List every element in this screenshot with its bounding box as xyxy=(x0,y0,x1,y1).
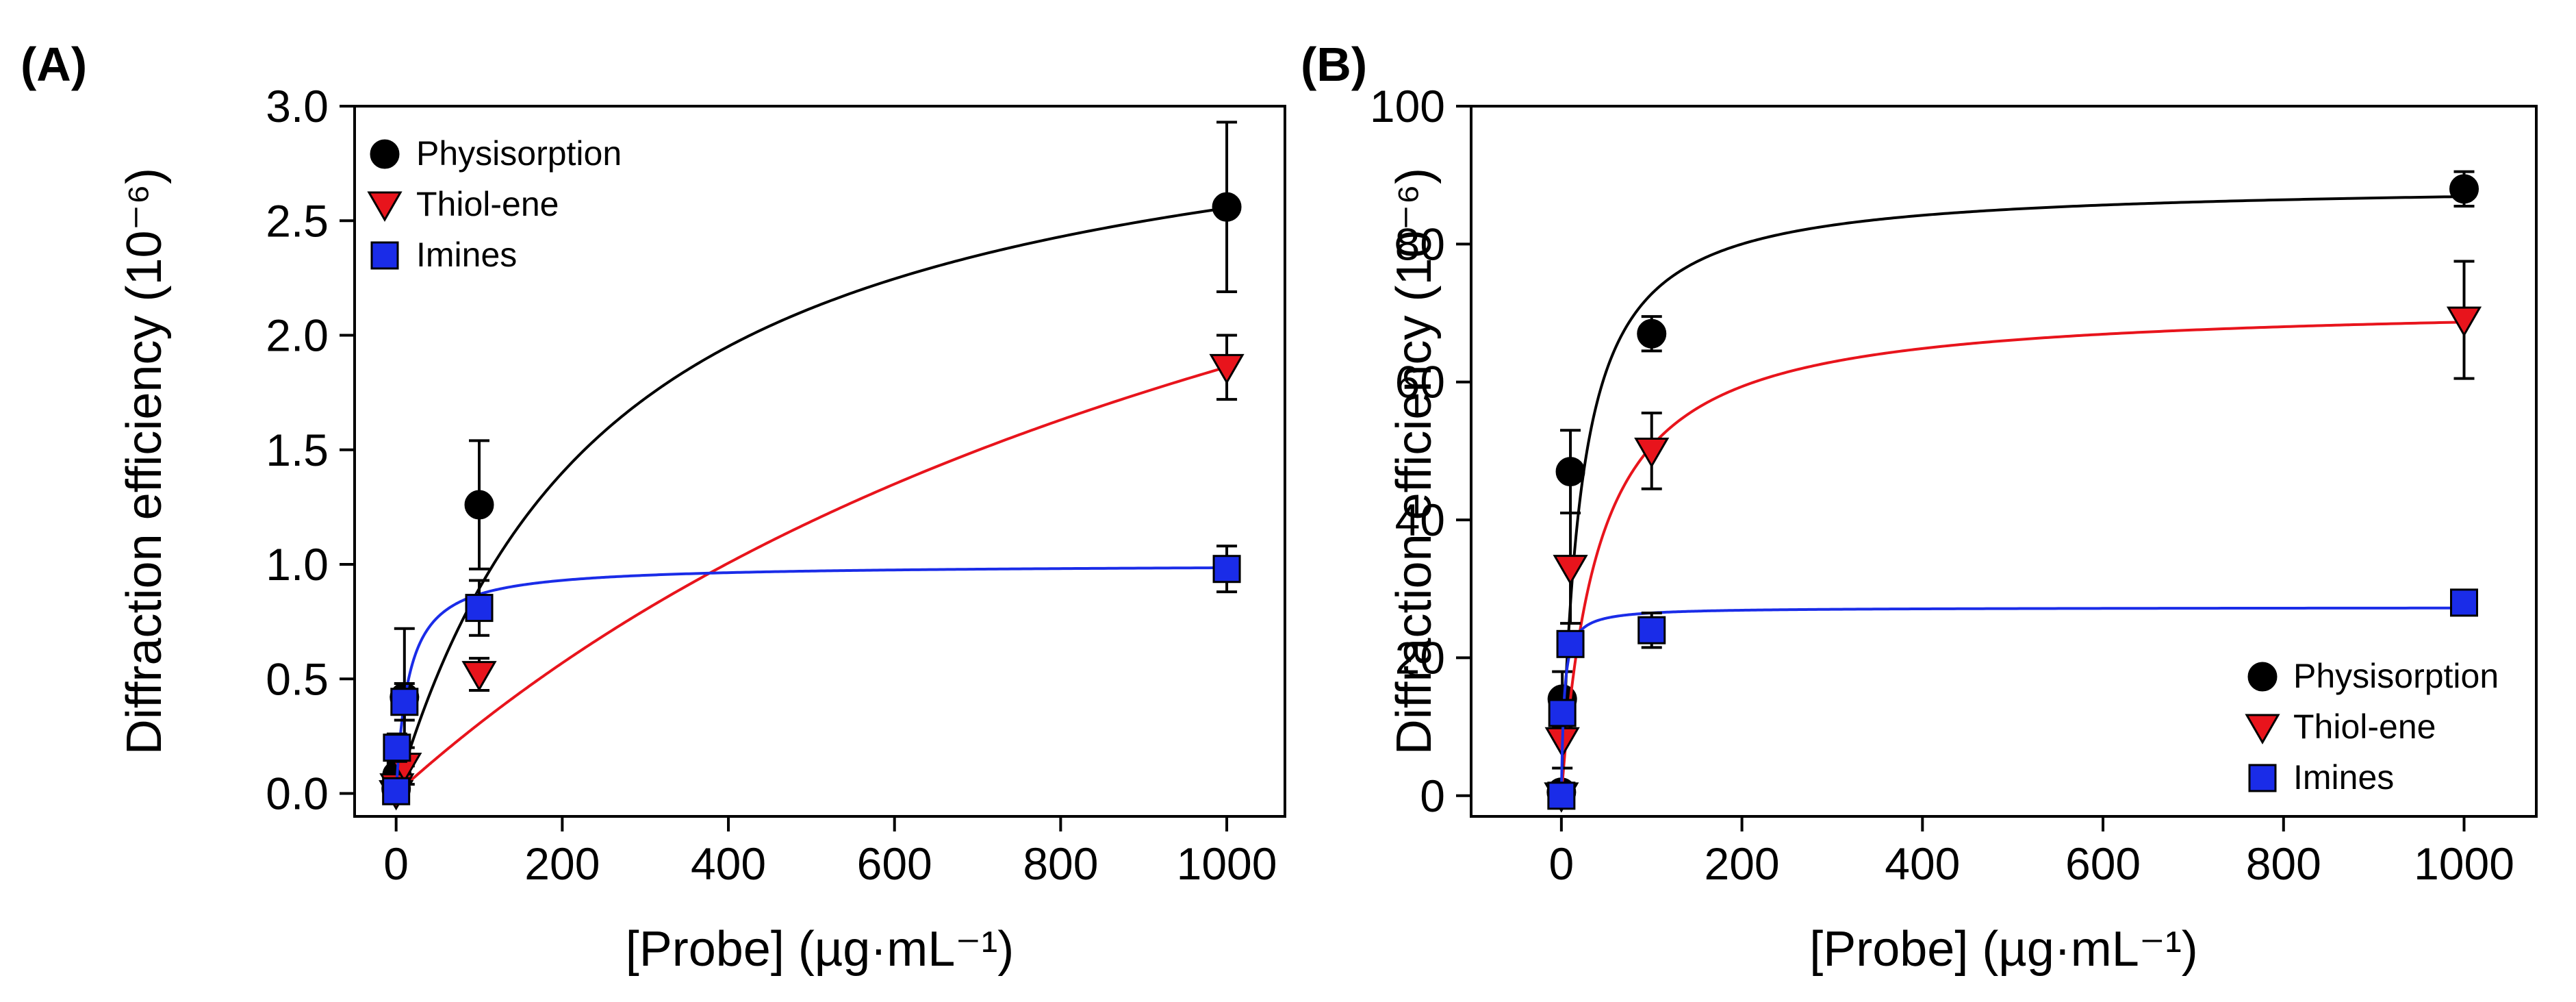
data-point xyxy=(382,777,411,805)
x-tick-label: 400 xyxy=(1885,838,1960,889)
data-point xyxy=(465,594,494,623)
data-point xyxy=(2449,174,2479,204)
y-tick-label: 60 xyxy=(1395,357,1445,408)
y-tick-label: 0.0 xyxy=(266,768,329,819)
x-tick-label: 800 xyxy=(2246,838,2321,889)
x-tick-label: 400 xyxy=(691,838,766,889)
data-point xyxy=(1209,353,1245,385)
chart-panel-b: (B) 0 200 400 600 800 1000 0 20 40 60 80 100 [Probe] … xyxy=(1301,38,2538,977)
legend-marker xyxy=(2248,764,2277,792)
fit-curve xyxy=(1559,195,2464,797)
y-tick-label: 1.5 xyxy=(266,425,329,475)
y-tick-label: 3.0 xyxy=(266,81,329,131)
legend-marker xyxy=(370,139,400,169)
fit-curve xyxy=(394,206,1227,794)
data-point xyxy=(1637,616,1666,644)
panel-label: (B) xyxy=(1301,38,1367,91)
data-point xyxy=(1212,192,1242,222)
plot-frame xyxy=(353,105,1286,818)
data-point xyxy=(1212,555,1241,584)
x-tick-label: 600 xyxy=(857,838,932,889)
y-tick-label: 80 xyxy=(1395,218,1445,269)
x-tick-label: 800 xyxy=(1023,838,1098,889)
x-tick-label: 1000 xyxy=(1177,838,1277,889)
data-point xyxy=(1634,437,1670,468)
y-tick-label: 2.0 xyxy=(266,310,329,361)
x-axis-title: [Probe] (µg·mL⁻¹) xyxy=(1809,922,2198,977)
legend-marker xyxy=(367,191,403,222)
y-tick-label: 0.5 xyxy=(266,653,329,704)
series-physisorption xyxy=(1546,170,2479,807)
chart-panel-a: (A) 0 200 400 600 800 1000 0.0 0.5 1.0 1.5 2.0 2.5 3.… xyxy=(21,38,1286,977)
legend-label: Physisorption xyxy=(2293,657,2499,695)
legend-label: Imines xyxy=(416,236,517,274)
data-point xyxy=(1547,781,1576,810)
data-point xyxy=(1553,555,1588,586)
data-point xyxy=(461,661,497,692)
series-imines xyxy=(382,544,1241,805)
legend: Physisorption Thiol-ene Imines xyxy=(2245,657,2499,797)
fit-curve xyxy=(394,566,1227,794)
x-tick-label: 0 xyxy=(1549,838,1574,889)
y-tick-label: 100 xyxy=(1370,81,1445,131)
x-axis-title: [Probe] (µg·mL⁻¹) xyxy=(626,922,1015,977)
legend: Physisorption Thiol-ene Imines xyxy=(367,134,622,274)
data-point xyxy=(383,734,411,762)
data-point xyxy=(1637,318,1667,349)
legend-marker xyxy=(2247,662,2278,692)
legend-marker xyxy=(370,241,399,270)
plot-frame xyxy=(1470,105,2538,818)
legend-label: Imines xyxy=(2293,758,2394,797)
data-point xyxy=(2450,588,2479,617)
panel-label: (A) xyxy=(21,38,87,91)
legend-label: Thiol-ene xyxy=(416,185,559,223)
x-tick-label: 600 xyxy=(2065,838,2141,889)
data-point xyxy=(1556,629,1585,658)
x-tick-label: 200 xyxy=(1705,838,1780,889)
y-tick-label: 20 xyxy=(1395,632,1445,683)
y-tick-label: 2.5 xyxy=(266,195,329,246)
y-tick-label: 40 xyxy=(1395,494,1445,545)
y-axis-title: Diffraction efficiency (10⁻⁶) xyxy=(117,168,172,755)
x-tick-label: 200 xyxy=(524,838,600,889)
data-point xyxy=(1548,699,1577,727)
legend-label: Physisorption xyxy=(416,134,622,173)
data-point xyxy=(390,688,419,716)
legend-marker xyxy=(2245,714,2280,744)
data-point xyxy=(2446,306,2482,337)
data-point xyxy=(1555,457,1585,487)
y-axis-title: Diffraction efficiency (10⁻⁶) xyxy=(1387,168,1442,755)
data-point xyxy=(464,490,494,520)
legend-label: Thiol-ene xyxy=(2293,707,2436,746)
fit-curve xyxy=(395,365,1227,795)
x-tick-label: 0 xyxy=(383,838,409,889)
y-tick-label: 0 xyxy=(1420,771,1445,821)
series-imines xyxy=(1547,588,2479,810)
y-tick-label: 1.0 xyxy=(266,539,329,590)
x-tick-label: 1000 xyxy=(2414,838,2514,889)
